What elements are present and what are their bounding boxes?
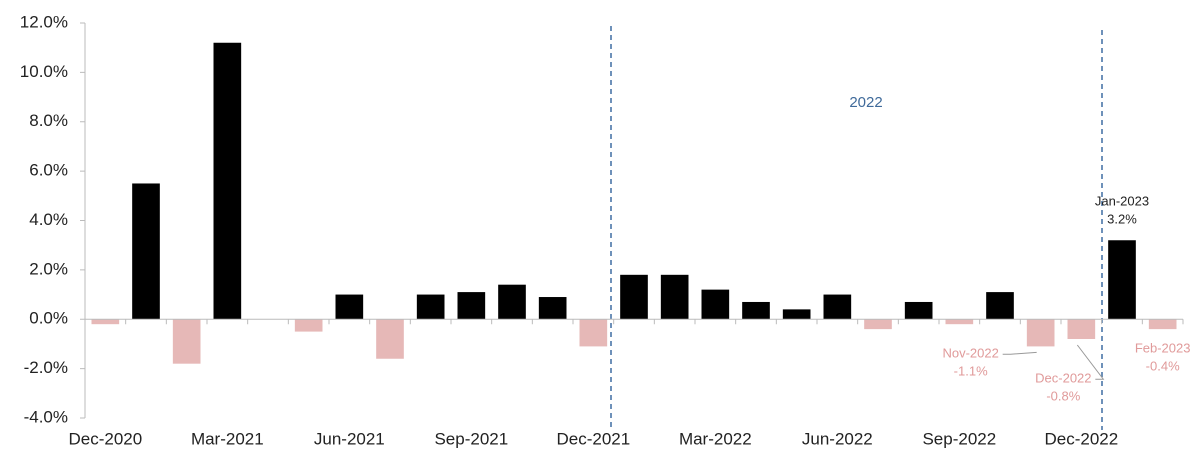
bar: [376, 319, 404, 359]
data-label: -0.8%: [1046, 389, 1080, 404]
bar: [498, 284, 526, 320]
bar: [782, 309, 811, 320]
y-tick-label: 0.0%: [29, 309, 68, 328]
y-tick-label: 8.0%: [29, 111, 68, 130]
bar: [416, 294, 445, 320]
bar: [91, 319, 120, 325]
y-tick-label: -2.0%: [24, 358, 68, 377]
x-tick-label: Mar-2022: [679, 429, 752, 448]
bar: [172, 319, 201, 364]
leader-line: [1002, 351, 1037, 355]
y-tick-label: -4.0%: [24, 407, 68, 426]
data-label-name: Jan-2023: [1095, 194, 1149, 209]
y-tick-label: 2.0%: [29, 259, 68, 278]
x-tick-label: Dec-2021: [556, 429, 630, 448]
x-tick-label: Jun-2022: [802, 429, 873, 448]
bar: [579, 319, 608, 347]
x-tick-label: Dec-2022: [1044, 429, 1118, 448]
data-label: 3.2%: [1107, 212, 1137, 227]
data-label-name: Nov-2022: [942, 346, 998, 361]
y-tick-label: 12.0%: [20, 12, 68, 31]
bar: [1148, 319, 1177, 330]
bar: [823, 294, 852, 320]
y-tick-label: 6.0%: [29, 161, 68, 180]
bar: [538, 297, 567, 320]
x-tick-label: Mar-2021: [191, 429, 264, 448]
annotation: 2022: [849, 94, 882, 111]
bar: [864, 319, 892, 330]
bar: [660, 274, 689, 320]
bar: [457, 292, 486, 320]
bar: [620, 274, 648, 320]
x-tick-label: Dec-2020: [68, 429, 142, 448]
x-tick-label: Jun-2021: [314, 429, 385, 448]
bar: [742, 301, 770, 320]
bar: [294, 319, 323, 332]
bar: [904, 301, 933, 320]
data-label-name: Feb-2023: [1135, 341, 1191, 356]
leader-line: [1076, 344, 1105, 380]
data-label: -1.1%: [954, 364, 988, 379]
bar: [213, 42, 242, 320]
x-tick-label: Sep-2022: [922, 429, 996, 448]
bar: [1108, 240, 1136, 320]
data-label-name: Dec-2022: [1035, 371, 1091, 386]
y-tick-label: 4.0%: [29, 210, 68, 229]
bar: [335, 294, 364, 320]
bar: [132, 183, 160, 320]
bar: [1067, 319, 1096, 339]
bar: [1026, 319, 1055, 347]
bar: [701, 289, 730, 320]
bar: [986, 292, 1014, 320]
y-tick-label: 10.0%: [20, 62, 68, 81]
x-tick-label: Sep-2021: [434, 429, 508, 448]
data-label: -0.4%: [1146, 359, 1180, 374]
bar: [945, 319, 974, 325]
